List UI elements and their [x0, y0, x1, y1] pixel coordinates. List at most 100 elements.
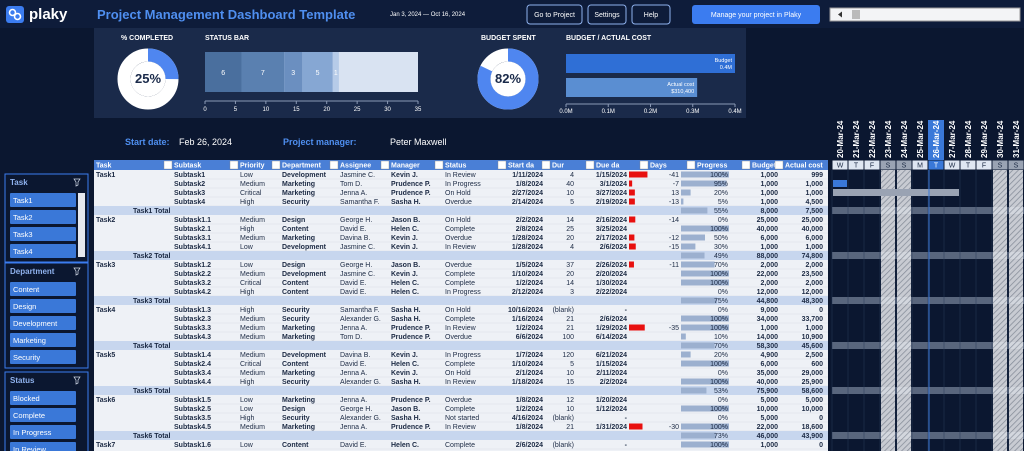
slicer-item-label[interactable]: Content [13, 285, 40, 294]
cell: On Hold [445, 370, 471, 377]
slicer-item[interactable] [10, 408, 76, 422]
cell: 1,000 [760, 199, 778, 206]
nav-button-label[interactable]: Settings [594, 12, 620, 19]
slicer-item-label[interactable]: Task1 [13, 196, 33, 205]
cell: 2,000 [760, 262, 778, 269]
cell: David E. [340, 226, 367, 233]
progress-bar [681, 441, 729, 448]
filter-button[interactable] [380, 160, 390, 170]
cell: 20 [566, 271, 574, 278]
cell: -41 [669, 172, 679, 179]
cell: Development [282, 352, 327, 359]
filter-button[interactable] [639, 160, 649, 170]
filter-icon[interactable] [73, 267, 81, 276]
cell: 10,000 [757, 406, 779, 413]
slicer-item[interactable] [10, 299, 76, 313]
slicer-item-label[interactable]: Task4 [13, 247, 33, 256]
cell: Subtask2.1 [174, 226, 211, 233]
total-row [94, 296, 828, 305]
scroll-thumb[interactable] [852, 10, 860, 19]
slicer-item[interactable] [10, 333, 76, 347]
cell: Marketing [282, 397, 315, 404]
nav-button[interactable] [631, 4, 671, 25]
slicer-item[interactable] [10, 227, 76, 241]
progress-label: 100% [710, 379, 728, 386]
cell: Not started [445, 415, 479, 422]
filter-button[interactable] [271, 160, 281, 170]
cell: - [625, 307, 628, 314]
nav-button[interactable] [526, 4, 583, 25]
filter-button[interactable] [329, 160, 339, 170]
cell: Critical [240, 190, 262, 197]
progress-bar [681, 243, 696, 250]
slicer-item-label[interactable]: Marketing [13, 336, 46, 345]
cell: 1,000 [760, 325, 778, 332]
cta-button[interactable] [692, 5, 820, 24]
filter-button[interactable] [229, 160, 239, 170]
slicer-item[interactable] [10, 391, 76, 405]
cell: 23,500 [802, 271, 824, 278]
progress-label: 0% [718, 289, 728, 296]
filter-button[interactable] [163, 160, 173, 170]
filter-button[interactable] [585, 160, 595, 170]
slicer-item-label[interactable]: Task3 [13, 230, 33, 239]
filter-button[interactable] [774, 160, 784, 170]
slicer-item[interactable] [10, 316, 76, 330]
slicer-scrollbar[interactable] [78, 193, 85, 257]
gantt-date: 21-Mar-24 [852, 120, 861, 158]
nav-button-label[interactable]: Go to Project [534, 12, 575, 19]
column-header: Start da [508, 163, 534, 170]
scroll-arrow[interactable] [838, 11, 842, 18]
cell: 75,900 [757, 388, 779, 395]
progress-label: 0% [718, 415, 728, 422]
slicer-item[interactable] [10, 350, 76, 364]
day-cell [1008, 160, 1024, 170]
filter-button[interactable] [434, 160, 444, 170]
cell: Jasmine C. [340, 172, 375, 179]
days-bar [629, 180, 633, 187]
cell: 14 [566, 217, 574, 224]
cell: 5 [570, 361, 574, 368]
segment-label: 5 [316, 70, 320, 77]
cell: 1/28/2024 [512, 235, 543, 242]
cell: In Progress [445, 289, 481, 296]
slicer-item-label[interactable]: Task2 [13, 213, 33, 222]
cell: Complete [445, 442, 475, 449]
cell: Complete [445, 316, 475, 323]
cell: 999 [811, 172, 823, 179]
slicer-item[interactable] [10, 193, 76, 207]
progress-label: 95% [714, 181, 728, 188]
progress-label: 70% [714, 343, 728, 350]
filter-button[interactable] [686, 160, 696, 170]
filter-icon[interactable] [73, 178, 81, 187]
cta-label[interactable]: Manage your project in Plaky [711, 12, 802, 19]
filter-button[interactable] [741, 160, 751, 170]
days-bar [629, 243, 636, 250]
nav-button[interactable] [587, 4, 627, 25]
slicer-item-label[interactable]: Development [13, 319, 58, 328]
days-bar [629, 216, 636, 223]
cell: Alexander G. [340, 379, 381, 386]
slicer-item-label[interactable]: Blocked [13, 394, 40, 403]
slicer-item[interactable] [10, 244, 76, 258]
cell: Marketing [282, 370, 315, 377]
donut-hole [130, 61, 166, 97]
filter-button[interactable] [541, 160, 551, 170]
nav-button-label[interactable]: Help [644, 12, 659, 19]
cell: David E. [340, 280, 367, 287]
filter-button[interactable] [497, 160, 507, 170]
slicer-item[interactable] [10, 282, 76, 296]
scrollbar[interactable] [829, 7, 1021, 22]
cell: -30 [669, 424, 679, 431]
slicer-item-label[interactable]: Design [13, 302, 36, 311]
cell: 12,000 [802, 289, 824, 296]
slicer-item-label[interactable]: In Review [13, 445, 47, 451]
slicer-item[interactable] [10, 210, 76, 224]
filter-icon[interactable] [73, 376, 81, 385]
slicer-item-label[interactable]: Security [13, 353, 40, 362]
x-tick-label: 0.4M [728, 109, 741, 115]
slicer-item[interactable] [10, 425, 76, 439]
slicer-item[interactable] [10, 442, 76, 451]
slicer-item-label[interactable]: Complete [13, 411, 45, 420]
slicer-item-label[interactable]: In Progress [13, 428, 52, 437]
